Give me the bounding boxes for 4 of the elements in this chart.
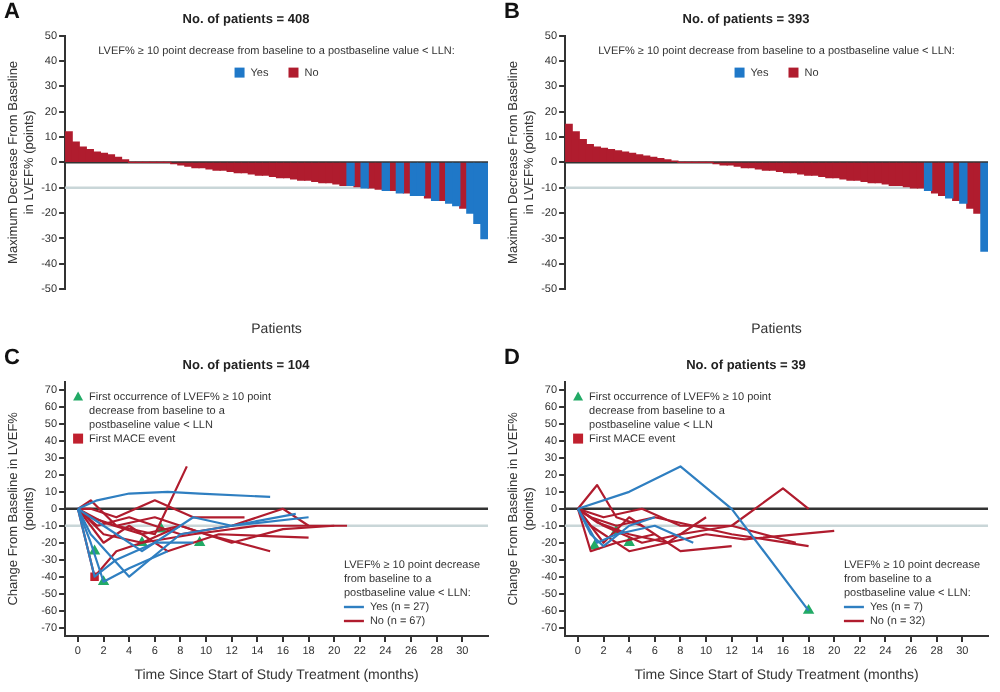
text: D xyxy=(504,346,520,370)
text: C xyxy=(4,346,20,370)
text: A xyxy=(4,0,20,24)
text: B xyxy=(504,0,520,24)
